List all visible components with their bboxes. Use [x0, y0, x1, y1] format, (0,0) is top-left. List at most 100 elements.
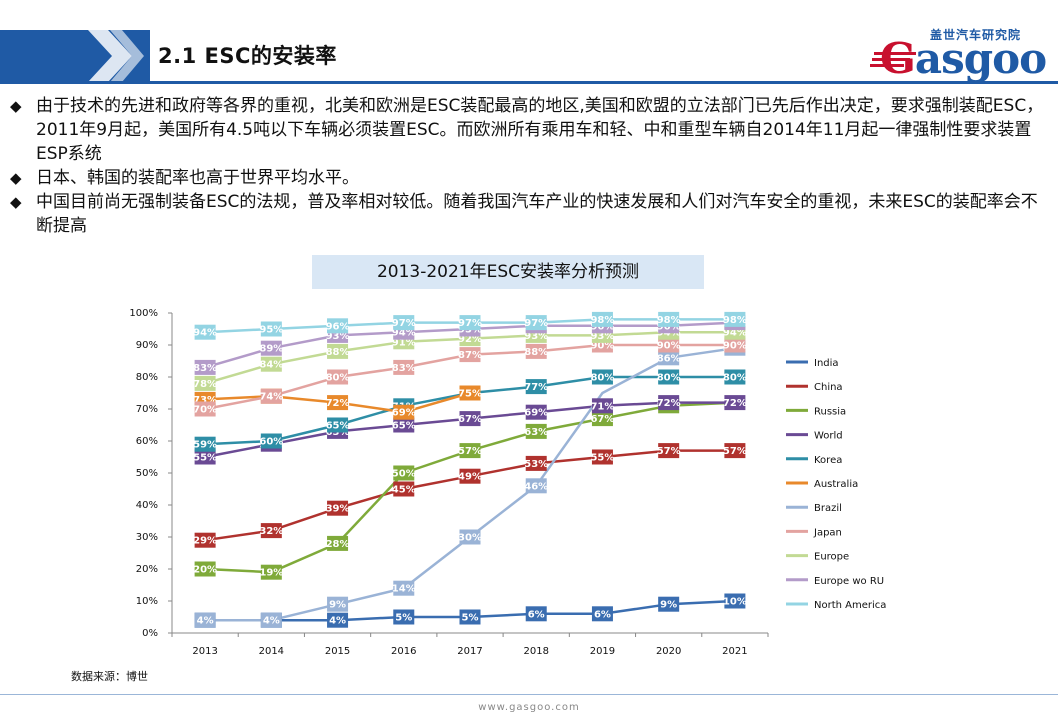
data-label-bg-india — [459, 609, 481, 625]
data-label-japan: 70% — [193, 405, 217, 416]
legend-label-brazil: Brazil — [814, 503, 842, 514]
diamond-bullet-icon: ◆ — [10, 193, 22, 211]
data-label-bg-north-america — [194, 324, 216, 340]
data-label-japan: 88% — [524, 347, 548, 358]
data-label-bg-india — [724, 593, 746, 609]
legend-label-europe: Europe — [814, 552, 849, 563]
data-label-india: 5% — [395, 613, 412, 624]
data-label-world: 72% — [723, 398, 747, 409]
data-label-brazil: 86% — [657, 353, 681, 364]
data-label-bg-japan — [327, 369, 349, 385]
data-label-bg-russia — [525, 423, 547, 439]
data-label-bg-russia — [393, 465, 415, 481]
data-source: 数据来源：博世 — [71, 670, 148, 683]
x-tick-label: 2017 — [457, 646, 482, 657]
data-label-brazil: 46% — [524, 481, 548, 492]
legend-label-north-america: North America — [814, 600, 886, 611]
data-label-bg-world — [459, 411, 481, 427]
gasgoo-logo-icon — [870, 52, 916, 67]
data-label-china: 39% — [326, 504, 350, 515]
data-label-russia: 57% — [458, 446, 482, 457]
footer-divider — [0, 694, 1058, 695]
y-tick-label: 70% — [136, 404, 158, 415]
data-label-bg-north-america — [525, 315, 547, 331]
bullet-text: 由于技术的先进和政府等各界的重视，北美和欧洲是ESC装配最高的地区,美国和欧盟的… — [36, 96, 1044, 164]
data-label-china: 55% — [590, 453, 614, 464]
data-label-japan: 90% — [657, 341, 681, 352]
data-label-china: 29% — [193, 536, 217, 547]
data-label-bg-korea — [194, 436, 216, 452]
data-label-korea: 80% — [657, 373, 681, 384]
data-label-bg-australia — [459, 385, 481, 401]
series-line-russia — [205, 401, 735, 574]
data-label-bg-brazil — [658, 350, 680, 366]
data-label-bg-china — [525, 455, 547, 471]
data-label-japan: 74% — [259, 392, 283, 403]
data-label-bg-japan — [525, 343, 547, 359]
data-label-europe: 93% — [524, 331, 548, 342]
data-label-north-america: 98% — [590, 315, 614, 326]
y-tick-label: 0% — [142, 628, 158, 639]
data-label-europe-wo-ru: 83% — [193, 363, 217, 374]
logo-chinese-text: 盖世汽车研究院 — [930, 28, 1022, 42]
bullet-text: 日本、韩国的装配率也高于世界平均水平。 — [36, 168, 359, 188]
data-label-bg-japan — [658, 337, 680, 353]
data-label-bg-china — [327, 500, 349, 516]
data-label-russia: 28% — [326, 539, 350, 550]
data-label-bg-north-america — [658, 311, 680, 327]
bullet-item: ◆ 日本、韩国的装配率也高于世界平均水平。 — [10, 166, 1050, 190]
data-label-bg-brazil — [525, 478, 547, 494]
data-label-bg-europe — [260, 356, 282, 372]
data-label-russia: 63% — [524, 427, 548, 438]
data-label-russia: 50% — [392, 469, 416, 480]
x-tick-label: 2019 — [590, 646, 615, 657]
x-tick-label: 2015 — [325, 646, 350, 657]
data-label-bg-india — [393, 609, 415, 625]
data-label-bg-russia — [260, 564, 282, 580]
data-label-bg-europe-wo-ru — [194, 359, 216, 375]
data-label-bg-brazil — [393, 580, 415, 596]
data-label-bg-korea — [327, 417, 349, 433]
data-label-brazil: 4% — [263, 616, 280, 627]
data-label-bg-china — [724, 443, 746, 459]
bullet-list: ◆ 由于技术的先进和政府等各界的重视，北美和欧洲是ESC装配最高的地区,美国和欧盟… — [10, 94, 1050, 238]
page-title: 2.1 ESC的安装率 — [158, 44, 337, 68]
data-label-bg-russia — [194, 561, 216, 577]
data-label-bg-north-america — [724, 311, 746, 327]
data-label-bg-india — [327, 612, 349, 628]
y-tick-label: 10% — [136, 596, 158, 607]
data-label-world: 72% — [657, 398, 681, 409]
data-label-europe: 94% — [723, 328, 747, 339]
data-label-korea: 65% — [326, 421, 350, 432]
data-label-bg-china — [393, 481, 415, 497]
series-line-china — [204, 449, 735, 542]
data-label-bg-australia — [393, 404, 415, 420]
data-label-europe: 92% — [458, 334, 482, 345]
data-label-bg-russia — [459, 443, 481, 459]
data-label-bg-china — [459, 468, 481, 484]
y-tick-label: 30% — [136, 532, 158, 543]
logo-wordmark: Gasgoo — [880, 34, 1047, 83]
data-label-europe-wo-ru: 93% — [326, 331, 350, 342]
data-label-japan: 90% — [723, 341, 747, 352]
data-label-bg-russia — [327, 535, 349, 551]
bullet-item: ◆ 中国目前尚无强制装备ESC的法规，普及率相对较低。随着我国汽车产业的快速发展和… — [10, 190, 1050, 238]
data-label-korea: 80% — [590, 373, 614, 384]
diamond-bullet-icon: ◆ — [10, 97, 22, 115]
data-label-korea: 80% — [723, 373, 747, 384]
x-tick-label: 2021 — [722, 646, 747, 657]
data-label-world: 69% — [524, 408, 548, 419]
data-label-china: 57% — [723, 446, 747, 457]
data-label-bg-korea — [591, 369, 613, 385]
data-label-india: 6% — [528, 609, 545, 620]
data-label-china: 45% — [392, 485, 416, 496]
data-label-bg-korea — [658, 369, 680, 385]
data-label-bg-india — [658, 596, 680, 612]
header-divider — [0, 81, 1058, 84]
data-label-korea: 77% — [524, 382, 548, 393]
data-label-india: 4% — [329, 616, 346, 627]
data-label-bg-india — [525, 606, 547, 622]
y-tick-label: 20% — [136, 564, 158, 575]
x-tick-label: 2018 — [523, 646, 548, 657]
